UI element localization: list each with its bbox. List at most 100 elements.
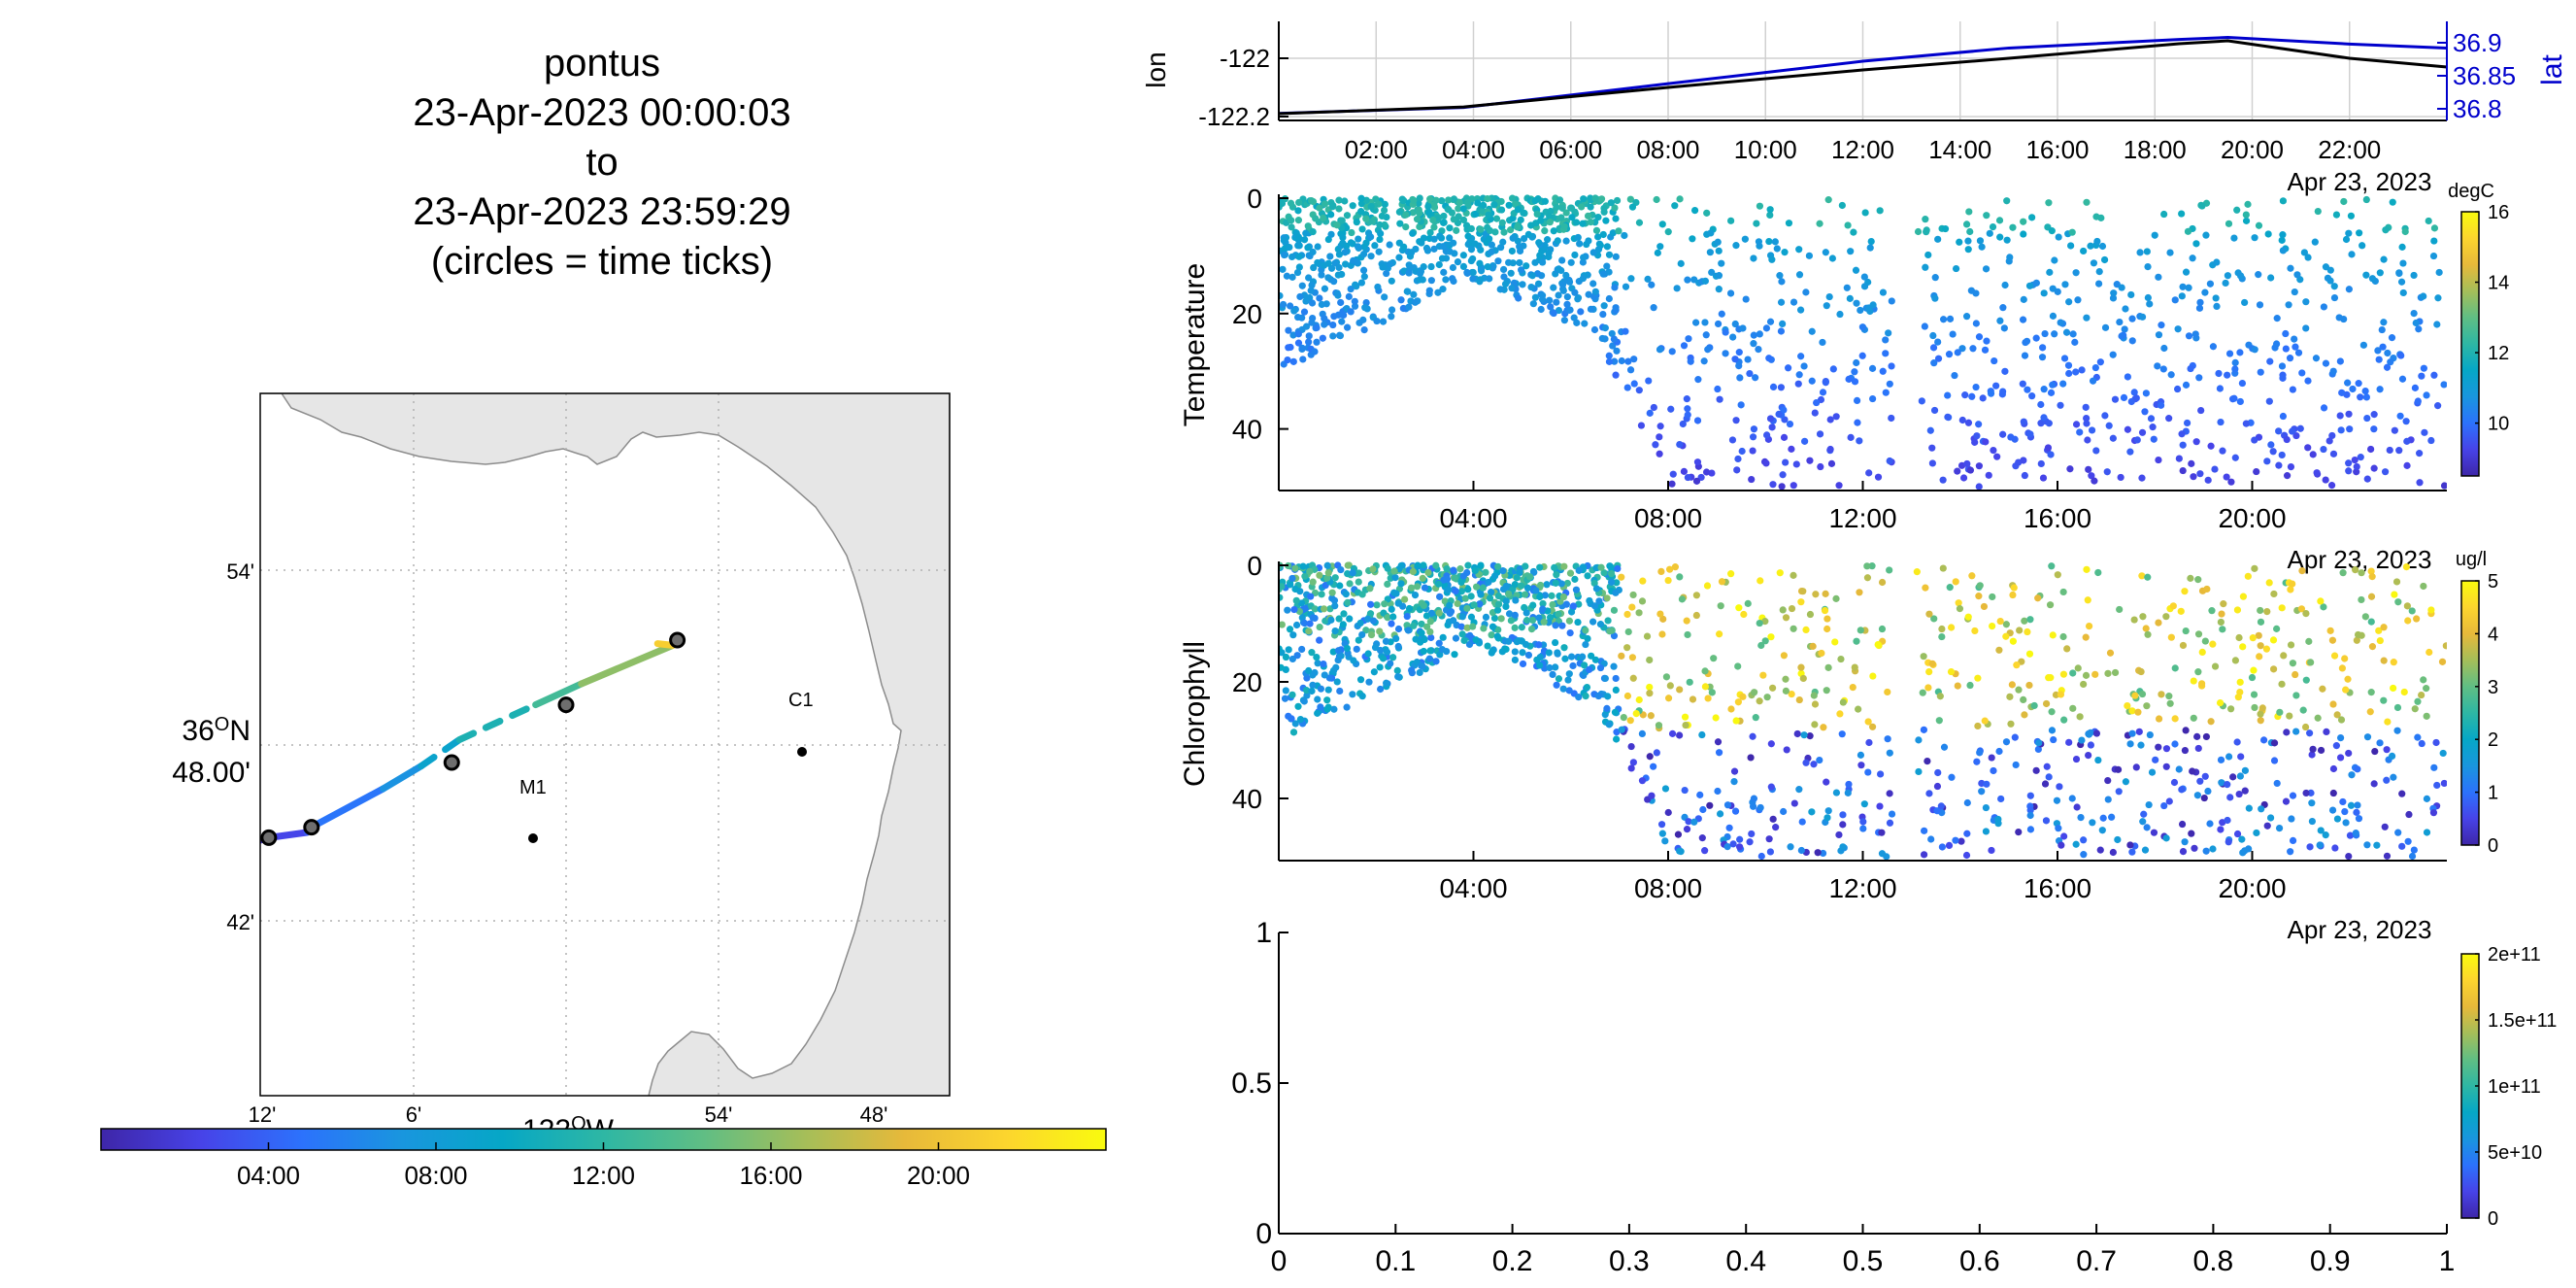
scatter-point <box>2206 820 2214 828</box>
scatter-point <box>1939 564 1947 572</box>
lonlat-x-tick: 18:00 <box>2124 135 2187 164</box>
scatter-point <box>1744 356 1752 363</box>
scatter-point <box>2141 846 2150 854</box>
scatter-point <box>2279 197 2288 205</box>
scatter-point <box>2181 838 2189 846</box>
empty-x-tick: 0 <box>1271 1245 1288 1277</box>
scatter-point <box>1425 208 1433 217</box>
scatter-point <box>1594 246 1603 254</box>
scatter-point <box>1996 233 2004 241</box>
scatter-point <box>2196 470 2204 478</box>
scatter-point <box>1497 206 1506 214</box>
scatter-point <box>1782 458 1790 466</box>
scatter-point <box>1284 356 1291 364</box>
scatter-point <box>2207 442 2215 450</box>
scatter-point <box>1718 578 1726 586</box>
scatter-point <box>2137 741 2145 749</box>
scatter-point <box>1823 302 1830 310</box>
scatter-point <box>2336 412 2344 420</box>
scatter-point <box>2194 630 2203 638</box>
scatter-point <box>1402 222 1410 231</box>
scatter-point <box>1295 198 1303 207</box>
scatter-point <box>1470 601 1478 609</box>
scatter-point <box>1523 584 1532 593</box>
scatter-point <box>1797 663 1805 671</box>
scatter-point <box>1296 292 1304 301</box>
scatter-point <box>1560 644 1568 652</box>
scatter-point <box>2182 381 2191 389</box>
scatter-point <box>2276 708 2284 716</box>
scatter-point <box>1612 371 1620 379</box>
scatter-point <box>1394 599 1402 607</box>
scatter-point <box>1981 346 1990 354</box>
x-tick: 12:00 <box>1828 873 1896 903</box>
lonlat-series <box>1278 36 2448 116</box>
scatter-point <box>1920 851 1928 859</box>
scatter-point <box>1416 209 1423 218</box>
scatter-point <box>2028 214 2036 221</box>
scatter-point <box>1459 262 1468 270</box>
scatter-point <box>1869 672 1877 680</box>
scatter-point <box>2092 213 2100 220</box>
time-colorbar-tick: 12:00 <box>572 1161 635 1190</box>
scatter-point <box>2291 335 2298 343</box>
scatter-point <box>2083 198 2091 206</box>
scatter-point <box>2144 630 2152 638</box>
scatter-point <box>2109 351 2117 358</box>
scatter-point <box>1572 219 1581 226</box>
scatter-point <box>1765 835 1773 843</box>
map-x-tick: 6' <box>406 1102 421 1127</box>
scatter-point <box>1722 328 1729 336</box>
scatter-point <box>1395 254 1403 261</box>
scatter-point <box>2100 255 2109 264</box>
scatter-point <box>1656 423 1664 430</box>
scatter-point <box>2311 238 2319 246</box>
scatter-point <box>2155 743 2162 751</box>
scatter-point <box>1424 568 1432 577</box>
scatter-point <box>1575 566 1583 574</box>
scatter-point <box>1694 376 1702 384</box>
scatter-point <box>2049 381 2057 389</box>
scatter-point <box>2397 278 2406 286</box>
scatter-point <box>2124 701 2131 710</box>
scatter-point <box>1460 636 1468 645</box>
scatter-point <box>1552 622 1559 629</box>
scatter-point <box>1701 683 1710 691</box>
scatter-point <box>1516 247 1524 254</box>
scatter-point <box>1728 436 1737 444</box>
scatter-point <box>1991 356 1998 365</box>
scatter-point <box>2367 445 2375 454</box>
scatter-point <box>1671 563 1679 571</box>
scatter-point <box>1958 416 1966 424</box>
scatter-point <box>2302 298 2310 306</box>
scatter-point <box>1311 348 1319 356</box>
scatter-point <box>1405 269 1413 277</box>
scatter-point <box>1635 387 1643 394</box>
scatter-point <box>2405 810 2413 819</box>
scatter-point <box>1454 258 1462 266</box>
scatter-point <box>1819 849 1827 858</box>
scatter-point <box>1810 761 1818 768</box>
scatter-point <box>1603 594 1611 602</box>
time-colorbar-tick: 08:00 <box>404 1161 467 1190</box>
scatter-point <box>2371 747 2379 756</box>
title-start-time: 23-Apr-2023 00:00:03 <box>413 91 791 134</box>
scatter-point <box>1469 268 1477 277</box>
scatter-point <box>2354 765 2361 773</box>
scatter-point <box>2146 300 2154 308</box>
scatter-point <box>1613 196 1622 205</box>
scatter-point <box>1691 319 1700 326</box>
scatter-point <box>2191 330 2199 338</box>
scatter-point <box>2338 389 2346 396</box>
scatter-point <box>2236 349 2244 356</box>
scatter-point <box>1657 821 1666 829</box>
scatter-point <box>1648 281 1656 288</box>
scatter-point <box>1995 217 2004 224</box>
scatter-point <box>1687 357 1694 365</box>
scatter-point <box>1527 283 1535 291</box>
scatter-point <box>1534 280 1543 288</box>
scatter-point <box>1355 578 1362 586</box>
scatter-point <box>1782 675 1790 683</box>
scatter-point <box>2329 789 2337 797</box>
scatter-point <box>1986 229 1993 237</box>
